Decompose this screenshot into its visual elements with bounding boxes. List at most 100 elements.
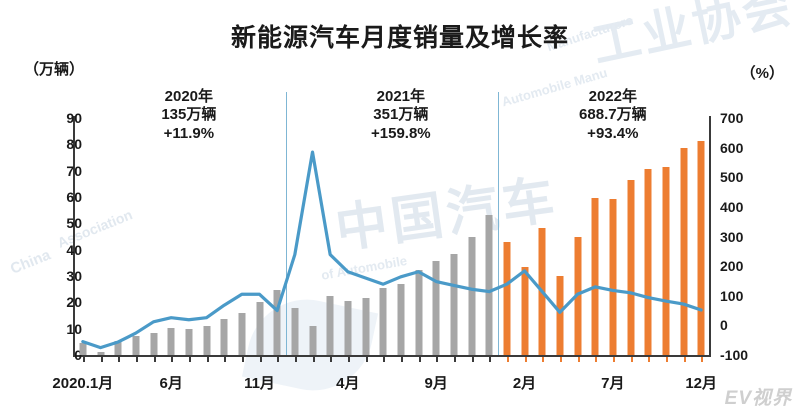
annotation-year: 2020年 — [164, 88, 214, 105]
y-tick-label-right: -100 — [720, 347, 749, 363]
x-tick-mark — [577, 357, 580, 362]
x-tick-mark — [683, 357, 686, 362]
bar-2022.10月 — [662, 166, 670, 355]
x-tick-mark — [612, 357, 615, 362]
x-tick-label: 2020.1月 — [52, 375, 114, 392]
x-tick-mark — [436, 357, 439, 362]
year-annotation: 2021年 351万辆 +159.8% — [371, 88, 431, 143]
annotation-volume: 135万辆 — [161, 106, 217, 124]
bar-2020.12月 — [273, 289, 281, 355]
x-tick-mark — [82, 357, 85, 362]
x-tick-mark — [277, 357, 280, 362]
bar-2022.8月 — [627, 179, 634, 355]
y-tick-label-right: 200 — [720, 258, 744, 275]
growth-rate-line — [81, 150, 703, 350]
bar-2021.6月 — [379, 287, 387, 355]
y-tick-label-left: 10 — [66, 320, 82, 337]
bar-2021.2月 — [309, 326, 316, 355]
y-tick-label-right: 600 — [720, 139, 744, 156]
bar-2021.10月 — [450, 254, 458, 355]
y-tick-label-right: 700 — [720, 110, 744, 126]
y-tick-label-left: 50 — [66, 215, 82, 232]
x-tick-mark — [100, 357, 103, 362]
growth-rate-line-series — [81, 150, 703, 350]
annotation-volume: 351万辆 — [373, 106, 429, 124]
x-tick-mark — [171, 357, 174, 362]
annotation-growth: +11.9% — [163, 124, 215, 142]
annotation-growth: +93.4% — [587, 124, 639, 142]
x-tick-mark — [294, 357, 297, 362]
x-tick-label: 4月 — [336, 375, 360, 392]
bar-2020.5月 — [150, 333, 157, 355]
x-tick-mark — [542, 357, 545, 362]
x-tick-label: 7月 — [601, 375, 625, 392]
x-tick-mark — [648, 357, 651, 362]
x-tick-mark — [701, 357, 704, 362]
year-annotation: 2020年 135万辆 +11.9% — [161, 88, 216, 143]
bar-2022.11月 — [680, 148, 687, 355]
bar-2020.6月 — [167, 327, 175, 355]
bar-2022.12月 — [697, 140, 705, 355]
x-tick-mark — [312, 357, 315, 362]
bar-2020.3月 — [114, 341, 122, 355]
y-tick-label-left: 90 — [66, 110, 82, 126]
x-tick-mark — [400, 357, 403, 362]
x-tick-mark — [135, 357, 138, 362]
y-tick-label-right: 100 — [720, 287, 744, 304]
bar-2020.4月 — [132, 336, 140, 355]
bar-series-layer — [74, 118, 710, 355]
x-tick-mark — [559, 357, 562, 362]
bar-2021.12月 — [485, 215, 493, 355]
annotation-year: 2021年 — [376, 88, 426, 105]
chart-title: 新能源汽车月度销量及增长率 — [230, 24, 569, 52]
bar-2020.11月 — [256, 302, 263, 355]
x-tick-mark — [489, 357, 492, 362]
bar-2022.6月 — [591, 198, 599, 355]
x-tick-mark — [383, 357, 386, 362]
bar-2022.7月 — [609, 198, 617, 355]
bar-2020.9月 — [220, 318, 228, 355]
site-logo: EV视界 — [724, 388, 792, 409]
bar-2022.4月 — [556, 276, 564, 355]
year-divider-line — [498, 92, 499, 355]
bar-2022.2月 — [521, 267, 528, 355]
annotation-volume: 688.7万辆 — [579, 106, 647, 124]
x-tick-mark — [188, 357, 191, 362]
x-tick-mark — [471, 357, 474, 362]
left-axis-unit-label: （万辆） — [24, 61, 85, 78]
bar-2021.8月 — [415, 270, 422, 355]
year-divider-line — [286, 92, 287, 355]
bar-2022.1月 — [503, 241, 511, 355]
x-tick-mark — [665, 357, 668, 362]
right-axis-unit-label: （%） — [740, 65, 784, 82]
x-tick-mark — [259, 357, 262, 362]
bar-2021.9月 — [432, 261, 440, 355]
bar-2021.3月 — [326, 295, 334, 355]
bar-2021.1月 — [291, 307, 299, 355]
x-tick-mark — [418, 357, 421, 362]
y-tick-label-right: 300 — [720, 228, 744, 245]
bar-2020.2月 — [97, 351, 104, 355]
x-tick-mark — [453, 357, 456, 362]
y-tick-label-right: 0 — [720, 317, 728, 334]
bar-2020.10月 — [238, 312, 246, 355]
x-tick-mark — [330, 357, 333, 362]
x-tick-label: 12月 — [685, 375, 717, 392]
x-tick-mark — [365, 357, 368, 362]
x-tick-mark — [153, 357, 156, 362]
annotation-year: 2022年 — [588, 88, 638, 105]
bar-2022.9月 — [644, 168, 652, 355]
bar-2021.7月 — [397, 283, 405, 355]
y-axis-right — [709, 116, 711, 357]
y-tick-label-left: 40 — [66, 241, 82, 258]
y-tick-label-right: 400 — [720, 198, 744, 215]
y-tick-label-left: 80 — [66, 136, 82, 153]
y-tick-label-left: 30 — [66, 268, 82, 284]
x-tick-mark — [595, 357, 598, 362]
y-tick-label-left: 20 — [66, 294, 82, 311]
x-tick-mark — [506, 357, 509, 362]
x-tick-label: 2月 — [512, 375, 537, 392]
year-annotation: 2022年 688.7万辆 +93.4% — [579, 88, 647, 143]
y-axis-left — [73, 116, 75, 357]
